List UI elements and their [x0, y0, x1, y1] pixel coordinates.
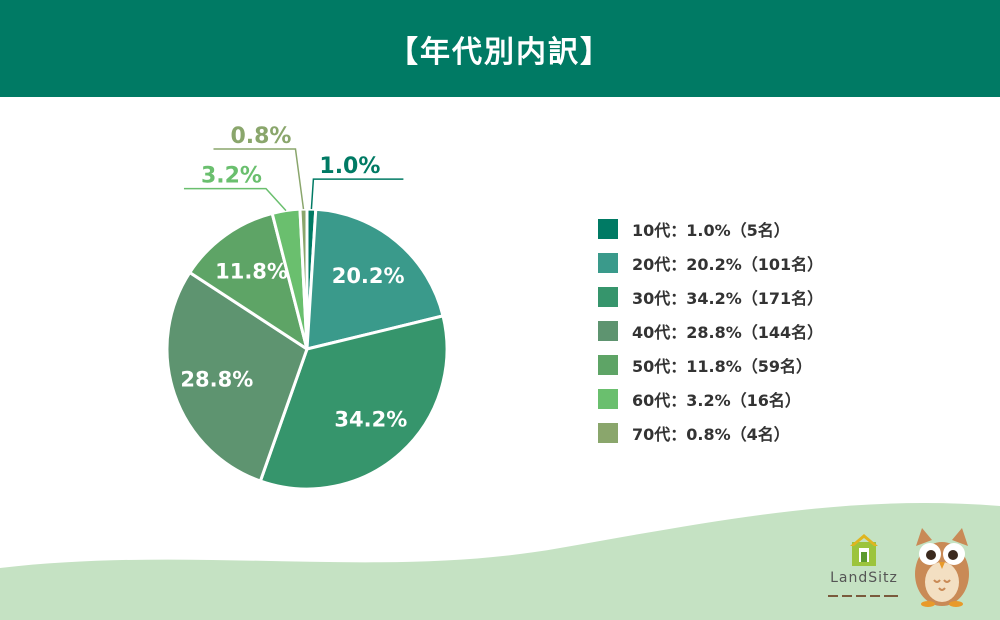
legend-label: 30代：34.2%（171名）	[632, 289, 824, 308]
pie-slice-20代	[305, 207, 445, 351]
legend-item-20代: 20代：20.2%（101名）	[598, 246, 823, 280]
leader-line-10代	[310, 178, 404, 210]
brand-underline-icon	[828, 595, 898, 597]
leader-line-60代	[183, 187, 287, 212]
legend-swatch	[598, 253, 618, 273]
house-logo-icon	[850, 534, 878, 566]
header-bar: 【年代別内訳】	[0, 0, 1000, 97]
slice-label-70代: 0.8%	[230, 124, 291, 149]
leader-line-70代	[213, 148, 305, 210]
brand-block: LandSitz	[822, 526, 906, 606]
legend: 10代：1.0%（5名） 20代：20.2%（101名） 30代：34.2%（171…	[598, 212, 823, 450]
legend-label: 70代：0.8%（4名）	[632, 425, 790, 444]
legend-item-70代: 70代：0.8%（4名）	[598, 416, 823, 450]
pie-slice-40代	[165, 271, 309, 483]
legend-item-60代: 60代：3.2%（16名）	[598, 382, 823, 416]
pie-slice-50代	[188, 211, 309, 351]
slice-label-20代: 20.2%	[332, 264, 405, 288]
legend-swatch	[598, 321, 618, 341]
slice-label-40代: 28.8%	[180, 368, 253, 392]
pie-chart: 1.0% 20.2% 34.2% 28.8% 11.8% 3.2% 0.8%	[165, 122, 449, 491]
pie-slice-30代	[258, 314, 449, 491]
slice-label-10代: 1.0%	[319, 154, 380, 179]
slice-label-30代: 34.2%	[334, 408, 407, 432]
legend-label: 10代：1.0%（5名）	[632, 221, 790, 240]
slice-label-60代: 3.2%	[201, 164, 262, 189]
page-title: 【年代別内訳】	[388, 34, 612, 70]
slice-label-50代: 11.8%	[215, 260, 288, 284]
owl-icon	[915, 528, 969, 607]
legend-item-40代: 40代：28.8%（144名）	[598, 314, 823, 348]
pie-slice-70代	[298, 207, 309, 351]
legend-label: 50代：11.8%（59名）	[632, 357, 813, 376]
brand-name: LandSitz	[830, 570, 898, 586]
legend-swatch	[598, 423, 618, 443]
background-wave	[0, 502, 1000, 620]
legend-item-10代: 10代：1.0%（5名）	[598, 212, 823, 246]
legend-swatch	[598, 389, 618, 409]
legend-label: 20代：20.2%（101名）	[632, 255, 824, 274]
legend-label: 60代：3.2%（16名）	[632, 391, 801, 410]
legend-swatch	[598, 355, 618, 375]
legend-swatch	[598, 219, 618, 239]
legend-label: 40代：28.8%（144名）	[632, 323, 824, 342]
legend-item-50代: 50代：11.8%（59名）	[598, 348, 823, 382]
legend-swatch	[598, 287, 618, 307]
legend-item-30代: 30代：34.2%（171名）	[598, 280, 823, 314]
